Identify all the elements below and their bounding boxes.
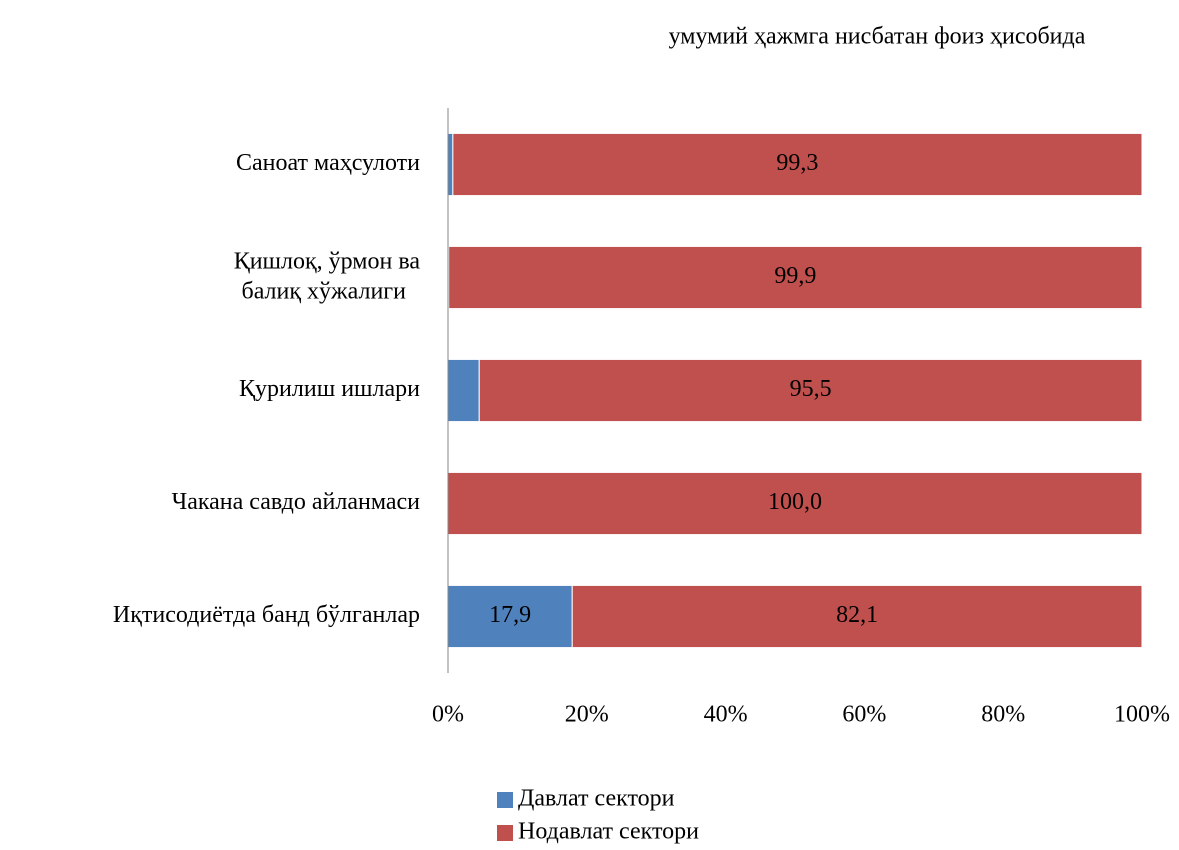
- x-tick-label: 80%: [981, 702, 1025, 728]
- y-tick-label: Иқтисодиётда банд бўлганлар: [113, 602, 420, 628]
- bar-segment: [447, 358, 480, 423]
- x-tick-label: 100%: [1114, 702, 1170, 728]
- data-label: 95,5: [790, 376, 832, 402]
- data-label: 99,3: [776, 150, 818, 176]
- y-tick-label: Чакана савдо айланмаси: [172, 489, 421, 515]
- bar-segment: [447, 584, 573, 649]
- x-tick-label: 0%: [432, 702, 464, 728]
- y-tick-label: Саноат маҳсулоти: [236, 150, 420, 176]
- y-tick-label: Қишлоқ, ўрмон ва балиқ хўжалиги: [234, 248, 421, 304]
- legend-swatch: [497, 825, 513, 841]
- chart-subtitle: умумий ҳажмга нисбатан фоиз ҳисобида: [669, 24, 1086, 50]
- y-tick-label-line: Қишлоқ, ўрмон ва: [234, 248, 421, 274]
- data-label: 99,9: [774, 263, 816, 289]
- data-label: 82,1: [836, 602, 878, 628]
- bar-segment: [478, 358, 1143, 423]
- bar-segment: [452, 132, 1143, 197]
- bar-segment: [447, 132, 454, 197]
- y-tick-label-line: балиқ хўжалиги: [241, 278, 406, 304]
- bar-segment: [447, 471, 1143, 536]
- x-tick-label: 20%: [565, 702, 609, 728]
- data-label: 17,9: [489, 602, 531, 628]
- y-tick-label: Қурилиш ишлари: [239, 376, 420, 402]
- x-tick-label: 40%: [704, 702, 748, 728]
- legend-label: Давлат сектори: [518, 786, 675, 812]
- legend-label: Нодавлат сектори: [518, 819, 699, 845]
- bar-segment: [448, 245, 1143, 310]
- bar-segment: [571, 584, 1143, 649]
- data-label: 100,0: [768, 489, 822, 515]
- x-tick-label: 60%: [842, 702, 886, 728]
- legend-swatch: [497, 792, 513, 808]
